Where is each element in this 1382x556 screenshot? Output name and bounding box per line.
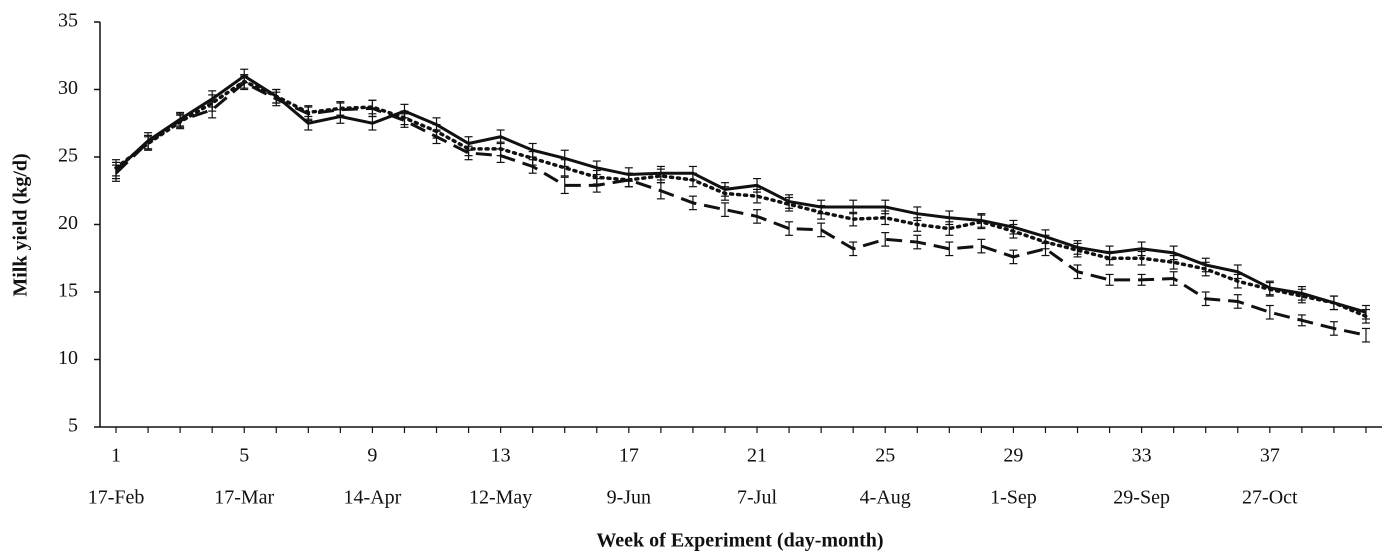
x-tick-label: 25	[875, 445, 895, 467]
x-tick-label: 33	[1132, 445, 1152, 467]
x-date-label: 17-Mar	[214, 487, 274, 509]
error-bar	[1201, 261, 1210, 277]
x-date-label: 14-Apr	[344, 487, 402, 509]
x-date-label: 7-Jul	[737, 487, 777, 509]
error-bar	[817, 205, 826, 220]
error-bar	[240, 75, 249, 91]
error-bar	[753, 188, 762, 204]
error-bar	[176, 113, 185, 128]
x-date-label: 12-May	[469, 487, 532, 509]
error-bar	[112, 164, 121, 182]
error-bar	[785, 221, 794, 236]
error-bar	[1265, 281, 1274, 297]
x-tick-label: 13	[491, 445, 511, 467]
y-tick-label: 5	[68, 415, 78, 437]
error-bar	[368, 99, 377, 118]
error-bar	[1169, 254, 1178, 270]
error-bar	[336, 102, 345, 118]
error-bar	[464, 145, 473, 161]
x-date-label: 27-Oct	[1242, 487, 1298, 509]
series-line	[114, 80, 1367, 337]
error-bar	[688, 195, 697, 211]
error-bar	[913, 234, 922, 250]
error-bar	[945, 241, 954, 257]
error-bar	[592, 178, 601, 193]
error-bar	[1073, 242, 1082, 258]
error-bar	[881, 210, 890, 226]
error-bar	[945, 221, 954, 236]
error-bar	[1073, 264, 1082, 280]
x-tick-label: 37	[1260, 445, 1280, 467]
error-bar	[688, 172, 697, 188]
error-bar	[400, 113, 409, 128]
error-bar	[977, 214, 986, 230]
error-bar	[1009, 249, 1018, 265]
x-date-label: 4-Aug	[860, 487, 911, 509]
error-bar	[1297, 288, 1306, 304]
x-tick-label: 9	[367, 445, 377, 467]
error-bar	[528, 159, 537, 174]
error-bar	[977, 238, 986, 254]
error-bar	[144, 134, 153, 150]
error-bar	[1233, 273, 1242, 289]
x-date-label: 1-Sep	[990, 487, 1037, 509]
error-bar	[817, 222, 826, 238]
error-bar	[1105, 250, 1114, 266]
error-bar	[1137, 273, 1146, 286]
error-bar	[1105, 273, 1114, 286]
x-axis-title: Week of Experiment (day-month)	[596, 530, 883, 552]
error-bar	[1201, 291, 1210, 307]
x-tick-label: 17	[619, 445, 639, 467]
series-line	[114, 79, 1368, 319]
x-date-label: 17-Feb	[88, 487, 145, 509]
error-bar	[1329, 295, 1338, 311]
error-bar	[720, 202, 729, 217]
error-bar	[624, 172, 633, 188]
x-tick-label: 5	[239, 445, 249, 467]
error-bar	[560, 159, 569, 177]
error-bar	[881, 232, 890, 247]
error-bar	[656, 182, 665, 200]
error-bar	[849, 241, 858, 257]
y-axis-title: Milk yield (kg/d)	[10, 153, 32, 296]
error-bar	[1265, 304, 1274, 320]
error-bar	[1361, 327, 1370, 343]
error-bar	[304, 106, 313, 122]
error-bar	[720, 186, 729, 201]
error-bar	[1137, 250, 1146, 266]
error-bar	[1169, 271, 1178, 286]
x-date-label: 29-Sep	[1113, 487, 1170, 509]
error-bar	[432, 129, 441, 145]
error-bar	[849, 211, 858, 227]
error-bar	[1361, 308, 1370, 324]
x-tick-label: 1	[111, 445, 121, 467]
y-tick-label: 20	[58, 212, 78, 234]
error-bar	[496, 148, 505, 163]
error-bar	[1009, 223, 1018, 239]
error-bar	[560, 176, 569, 195]
error-bar	[1297, 314, 1306, 327]
x-tick-label: 29	[1003, 445, 1023, 467]
y-tick-label: 10	[58, 347, 78, 369]
x-tick-label: 21	[747, 445, 767, 467]
series-line	[115, 74, 1367, 314]
error-bar	[1233, 294, 1242, 309]
x-date-label: 9-Jun	[607, 487, 651, 509]
error-bar	[1041, 241, 1050, 257]
error-bar	[272, 91, 281, 107]
error-bar	[785, 196, 794, 212]
y-tick-label: 15	[58, 280, 78, 302]
y-tick-label: 35	[58, 10, 78, 32]
error-bar	[913, 217, 922, 232]
error-bar	[753, 209, 762, 224]
error-bar	[1329, 321, 1338, 336]
y-tick-label: 25	[58, 145, 78, 167]
error-bar	[208, 101, 217, 119]
y-tick-label: 30	[58, 77, 78, 99]
